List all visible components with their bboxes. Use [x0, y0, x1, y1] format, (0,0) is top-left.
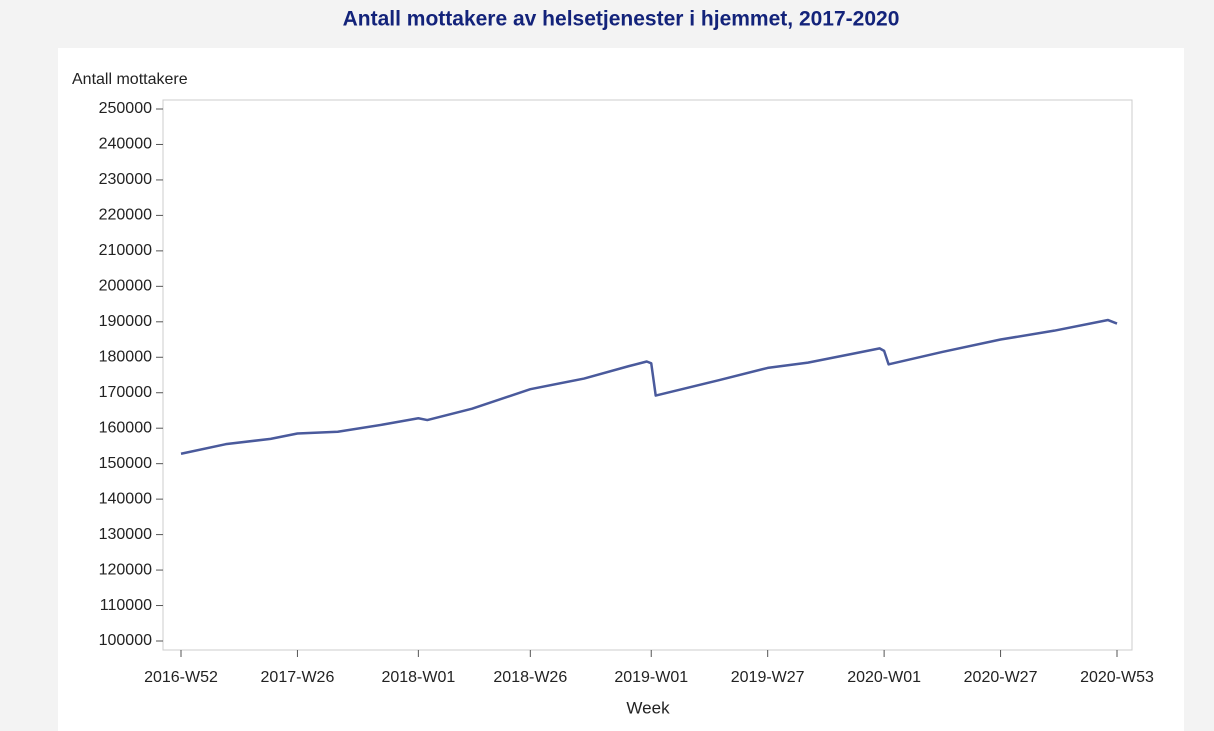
y-tick-label: 200000	[99, 278, 152, 295]
x-tick-label: 2019-W27	[731, 669, 805, 686]
y-tick-label: 100000	[99, 632, 152, 649]
x-axis-label: Week	[626, 698, 670, 717]
y-tick-label: 150000	[99, 455, 152, 472]
x-tick-label: 2020-W27	[964, 669, 1038, 686]
y-tick-label: 210000	[99, 242, 152, 259]
y-axis-label: Antall mottakere	[72, 71, 188, 88]
x-tick-label: 2020-W01	[847, 669, 921, 686]
x-tick-label: 2019-W01	[614, 669, 688, 686]
y-tick-label: 190000	[99, 313, 152, 330]
y-tick-label: 250000	[99, 100, 152, 117]
chart-title: Antall mottakere av helsetjenester i hje…	[343, 8, 900, 31]
y-tick-label: 220000	[99, 207, 152, 224]
panel	[58, 48, 1184, 731]
y-tick-label: 240000	[99, 136, 152, 153]
x-tick-label: 2018-W26	[493, 669, 567, 686]
y-tick-label: 110000	[100, 597, 152, 614]
data-line	[180, 318, 1118, 455]
y-tick-label: 180000	[99, 348, 152, 365]
x-tick-label: 2020-W53	[1080, 669, 1154, 686]
y-tick-label: 160000	[99, 419, 152, 436]
y-tick-label: 170000	[99, 384, 152, 401]
plot-frame	[162, 99, 1133, 651]
y-tick-label: 120000	[99, 561, 152, 578]
y-tick-label: 230000	[99, 171, 152, 188]
y-tick-label: 130000	[99, 526, 152, 543]
x-tick-label: 2016-W52	[144, 669, 218, 686]
x-tick-label: 2018-W01	[381, 669, 455, 686]
y-tick-label: 140000	[99, 490, 152, 507]
x-tick-label: 2017-W26	[261, 669, 335, 686]
